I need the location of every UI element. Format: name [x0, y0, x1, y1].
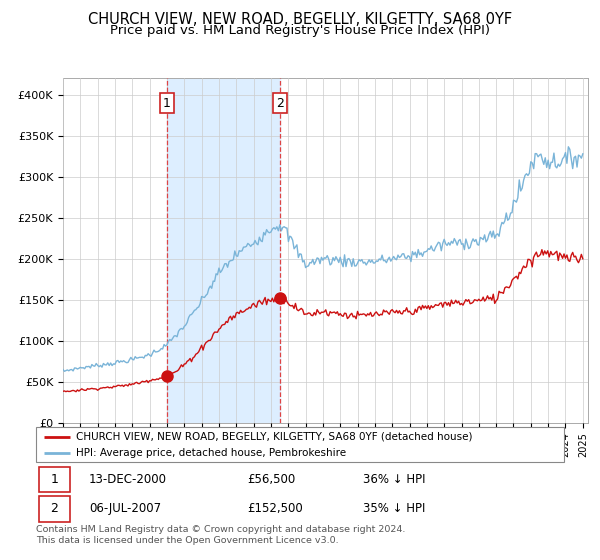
- Text: Contains HM Land Registry data © Crown copyright and database right 2024.
This d: Contains HM Land Registry data © Crown c…: [36, 525, 406, 545]
- Text: £152,500: £152,500: [247, 502, 303, 515]
- Text: £56,500: £56,500: [247, 473, 295, 486]
- Text: CHURCH VIEW, NEW ROAD, BEGELLY, KILGETTY, SA68 0YF (detached house): CHURCH VIEW, NEW ROAD, BEGELLY, KILGETTY…: [76, 432, 472, 442]
- Text: 13-DEC-2000: 13-DEC-2000: [89, 473, 167, 486]
- FancyBboxPatch shape: [36, 427, 564, 462]
- Text: 2: 2: [50, 502, 58, 515]
- Text: HPI: Average price, detached house, Pembrokeshire: HPI: Average price, detached house, Pemb…: [76, 449, 346, 458]
- Text: 35% ↓ HPI: 35% ↓ HPI: [364, 502, 426, 515]
- Text: 36% ↓ HPI: 36% ↓ HPI: [364, 473, 426, 486]
- FancyBboxPatch shape: [38, 496, 70, 522]
- Text: CHURCH VIEW, NEW ROAD, BEGELLY, KILGETTY, SA68 0YF: CHURCH VIEW, NEW ROAD, BEGELLY, KILGETTY…: [88, 12, 512, 27]
- Text: 2: 2: [275, 96, 284, 110]
- Bar: [167, 78, 280, 423]
- FancyBboxPatch shape: [38, 466, 70, 492]
- Text: 1: 1: [50, 473, 58, 486]
- Text: 06-JUL-2007: 06-JUL-2007: [89, 502, 161, 515]
- Text: Price paid vs. HM Land Registry's House Price Index (HPI): Price paid vs. HM Land Registry's House …: [110, 24, 490, 36]
- Text: 1: 1: [163, 96, 171, 110]
